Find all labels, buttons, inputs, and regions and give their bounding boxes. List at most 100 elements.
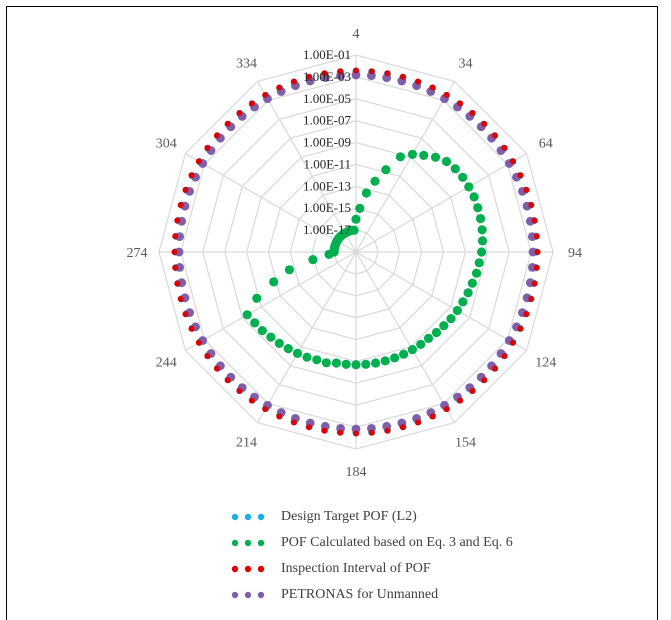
grid-spoke	[185, 251, 357, 352]
radar-chart: 4 34 64 94 124 154 184 214 244 274 304 334 1.00E-01…	[127, 27, 583, 480]
series-inspection-interval	[171, 67, 541, 437]
series-inspection-interval-point	[236, 388, 243, 394]
series-inspection-interval-point	[415, 419, 422, 426]
series-pof-calculated-point	[361, 188, 371, 198]
legend-item-pof-calculated: POF Calculated based on Eq. 3 and Eq. 6	[229, 530, 513, 556]
series-pof-calculated-point	[257, 326, 267, 336]
series-pof-calculated-point	[399, 349, 409, 359]
legend-swatch-dot	[244, 565, 252, 573]
series-layer	[171, 67, 541, 437]
legend-label-design-target: Design Target POF (L2)	[281, 509, 417, 524]
legend-label-pof-calculated: POF Calculated based on Eq. 3 and Eq. 6	[281, 535, 513, 550]
series-inspection-interval-point	[443, 406, 450, 413]
series-inspection-interval-point	[501, 353, 508, 360]
legend-swatch-dot	[231, 591, 239, 599]
series-inspection-interval-point	[177, 296, 184, 302]
series-inspection-interval-point	[306, 424, 312, 431]
series-pof-calculated-point	[458, 172, 468, 182]
series-pof-calculated-point	[283, 344, 293, 354]
series-inspection-interval-point	[517, 172, 524, 179]
series-inspection-interval-point	[248, 100, 255, 107]
legend-swatch-dot	[257, 513, 265, 521]
category-label: 4	[353, 27, 360, 42]
series-pof-calculated-point	[302, 352, 312, 362]
series-pof-calculated-point	[439, 321, 449, 331]
series-pof-calculated-point	[370, 176, 380, 186]
series-pof-calculated-point	[446, 314, 456, 324]
series-pof-calculated-point	[321, 358, 331, 368]
series-inspection-interval-point	[306, 73, 312, 80]
grid-spoke	[256, 251, 357, 423]
grid-spoke	[355, 251, 527, 352]
series-pof-calculated-point	[474, 258, 484, 268]
series-inspection-interval-point	[236, 110, 243, 116]
category-label: 304	[156, 137, 177, 152]
series-inspection-interval-point	[188, 325, 195, 332]
legend-swatch-inspection-interval	[231, 565, 265, 573]
series-inspection-interval-point	[533, 233, 540, 240]
series-inspection-interval-point	[262, 406, 269, 413]
series-inspection-interval-point	[517, 325, 524, 332]
series-inspection-interval-point	[528, 202, 535, 208]
series-pof-calculated-point	[349, 225, 359, 235]
series-petronas-unmanned-point	[174, 247, 184, 257]
series-inspection-interval-point	[204, 144, 211, 151]
radial-tick-labels: 1.00E-01 1.00E-03 1.00E-05 1.00E-07 1.00E-09…	[303, 47, 352, 237]
legend-swatch-dot	[244, 591, 252, 599]
series-inspection-interval-point	[533, 264, 540, 271]
legend-swatch-dot	[231, 539, 239, 547]
category-label: 94	[568, 246, 582, 261]
series-inspection-interval-point	[531, 217, 538, 224]
tick-label: 1.00E-05	[303, 91, 351, 106]
series-pof-calculated-point	[381, 165, 391, 175]
category-label: 34	[459, 56, 473, 71]
series-pof-calculated-point	[407, 149, 417, 159]
chart-frame: 4 34 64 94 124 154 184 214 244 274 304 334 1.00E-01…	[6, 6, 658, 620]
series-pof-calculated	[242, 149, 488, 370]
series-inspection-interval-point	[171, 249, 178, 255]
series-inspection-interval-point	[457, 100, 464, 107]
series-inspection-interval-point	[534, 249, 541, 255]
series-pof-calculated-point	[407, 345, 417, 355]
series-inspection-interval-point	[224, 120, 231, 127]
series-inspection-interval-point	[353, 430, 359, 437]
tick-label: 1.00E-09	[303, 135, 351, 150]
series-inspection-interval-point	[172, 264, 179, 271]
series-inspection-interval-point	[353, 67, 359, 74]
series-pof-calculated-point	[361, 359, 371, 369]
series-inspection-interval-point	[182, 186, 189, 193]
series-inspection-interval-point	[523, 311, 530, 318]
series-petronas-unmanned-point	[351, 70, 361, 80]
series-pof-calculated-point	[380, 356, 390, 366]
series-pof-calculated-point	[292, 348, 303, 358]
series-pof-calculated-point	[473, 203, 483, 213]
series-pof-calculated-point	[395, 152, 405, 162]
series-pof-calculated-point	[371, 358, 381, 368]
series-inspection-interval-point	[492, 132, 498, 139]
grid-spoke	[355, 251, 456, 423]
series-inspection-interval-point	[384, 427, 391, 434]
legend-item-design-target: Design Target POF (L2)	[229, 504, 513, 530]
series-inspection-interval-point	[400, 424, 406, 431]
series-inspection-interval-point	[321, 70, 328, 77]
category-labels: 4 34 64 94 124 154 184 214 244 274 304 334	[127, 27, 583, 480]
category-label: 124	[535, 356, 556, 371]
legend-item-petronas-unmanned: PETRONAS for Unmanned	[229, 582, 513, 608]
legend-swatch-dot	[257, 591, 265, 599]
series-pof-calculated-point	[250, 318, 260, 328]
series-pof-calculated-point	[242, 310, 252, 320]
series-inspection-interval-point	[384, 70, 391, 77]
category-label: 334	[236, 56, 257, 71]
series-inspection-interval-point	[321, 427, 328, 434]
series-inspection-interval-point	[172, 233, 179, 240]
series-inspection-interval-point	[290, 78, 297, 85]
series-pof-calculated-point	[452, 305, 462, 316]
series-inspection-interval-point	[368, 429, 375, 436]
tick-label: 1.00E-01	[303, 47, 351, 62]
series-inspection-interval-point	[248, 397, 255, 404]
series-inspection-interval-point	[528, 296, 535, 302]
series-pof-calculated-point	[458, 297, 468, 307]
series-inspection-interval-point	[429, 84, 436, 91]
series-pof-calculated-point	[471, 268, 482, 278]
series-pof-calculated-point	[464, 182, 474, 192]
